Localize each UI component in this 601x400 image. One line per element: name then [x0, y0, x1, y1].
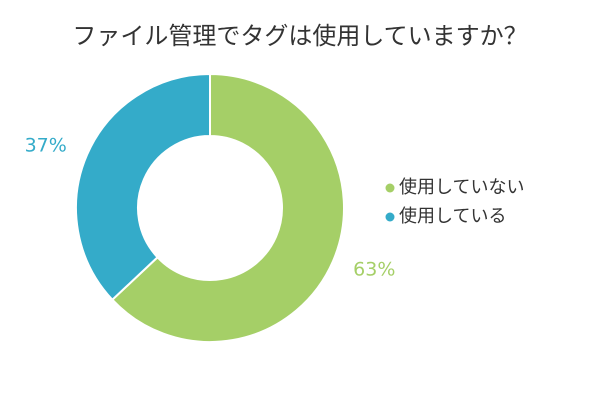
donut-slice-2 [75, 72, 211, 302]
legend-marker-1 [385, 183, 395, 193]
data-label-1: 63% [353, 258, 395, 280]
donut-slices [75, 72, 345, 343]
data-label-2: 37% [25, 135, 67, 157]
chart-title: ファイル管理でタグは使用していますか？ [72, 22, 527, 50]
legend-label-2: 使用している [399, 206, 506, 227]
data-labels: 63% 37% [25, 135, 396, 281]
legend-label-1: 使用していない [399, 177, 524, 198]
donut-slice-1 [110, 72, 345, 343]
legend-marker-2 [385, 212, 395, 222]
